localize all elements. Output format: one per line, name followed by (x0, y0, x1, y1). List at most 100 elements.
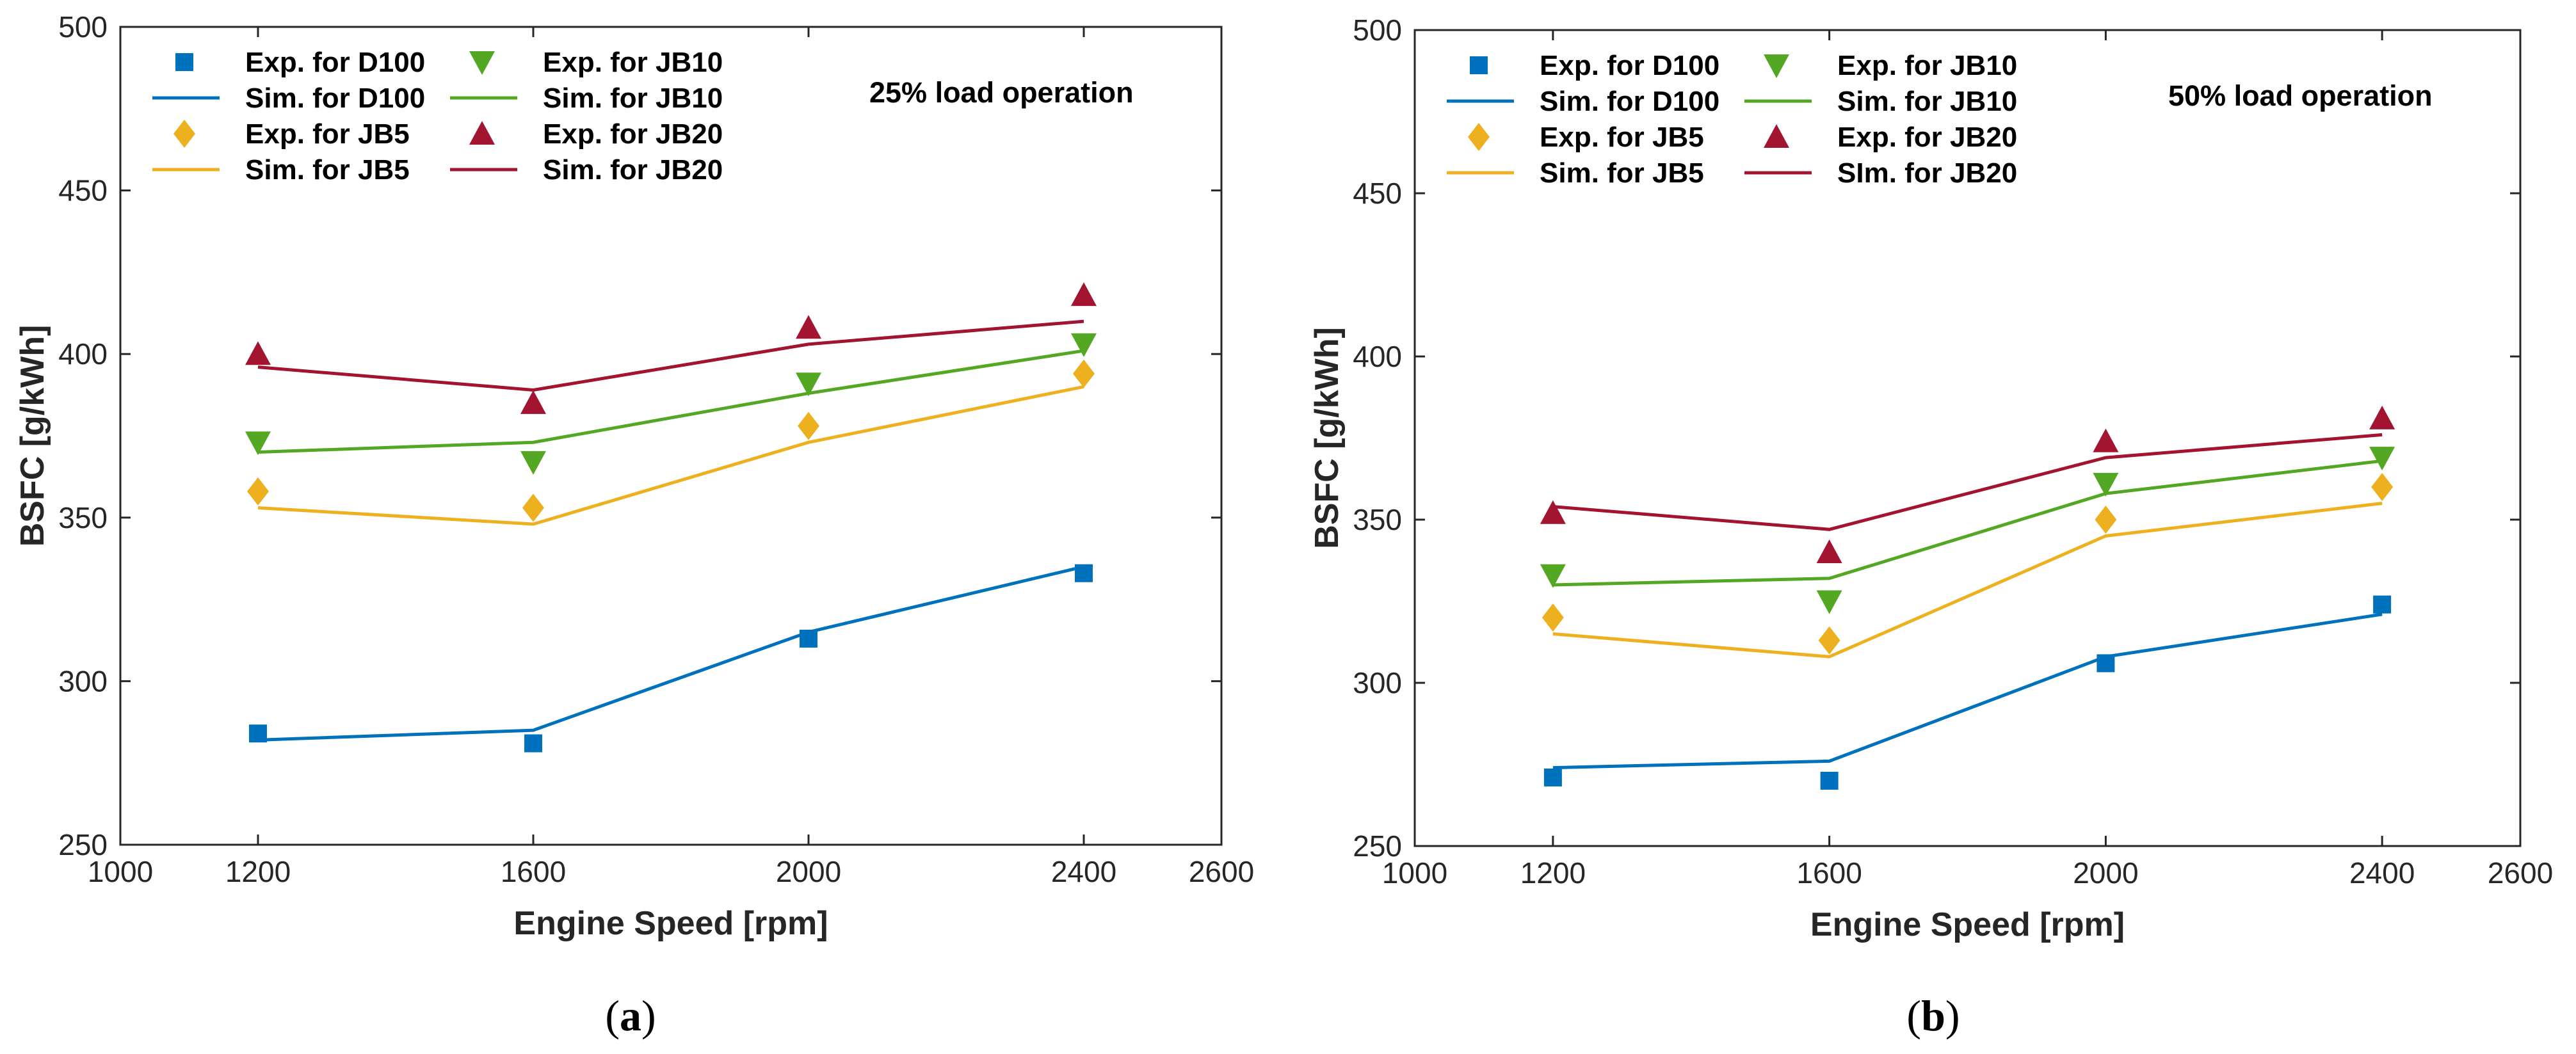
data-point (2095, 506, 2117, 534)
legend-label: Sim. for JB5 (1540, 157, 1704, 189)
legend-marker (175, 53, 193, 71)
y-tick-label: 450 (1353, 177, 1402, 210)
x-tick-label: 2600 (2488, 856, 2553, 890)
legend-entry: Sim. for D100 (1447, 86, 1719, 117)
legend-entry: Exp. for JB20 (1764, 122, 2017, 153)
legend-entry: Exp. for JB5 (173, 118, 410, 150)
data-point (245, 431, 271, 456)
y-tick-label: 250 (1353, 829, 1402, 863)
plot-area (119, 26, 1223, 846)
chart-panel-a: 1000 1200 1600 2000 2400 2600 250 300 350 400 450 5… (14, 10, 1254, 1040)
y-tick-label: 250 (58, 828, 108, 861)
data-point (2097, 654, 2115, 673)
data-point (796, 315, 821, 339)
data-point (1071, 333, 1097, 357)
x-tick-label: 1000 (88, 855, 153, 888)
y-tick-label: 400 (58, 337, 108, 371)
data-point (1542, 603, 1564, 632)
x-tick-label: 2000 (2073, 856, 2138, 890)
data-point (800, 629, 817, 648)
series-line-7 (257, 319, 1084, 392)
series-line-5 (257, 349, 1084, 454)
data-point (522, 493, 544, 522)
x-tick-label: 1600 (501, 855, 566, 888)
data-point (245, 341, 271, 365)
legend-marker (1764, 54, 1789, 78)
data-point (2369, 405, 2395, 429)
panel-caption: (a) (605, 991, 656, 1040)
series-line-5 (1552, 459, 2383, 587)
data-point (1075, 564, 1093, 582)
data-point (520, 451, 546, 475)
legend-label: Exp. for JB5 (1540, 122, 1704, 153)
x-tick-label: 2000 (776, 855, 841, 888)
chart-panel-b: 1000 1200 1600 2000 2400 2600 250 300 350 400 450 5… (1308, 13, 2553, 1040)
legend-entry: Sim. for JB10 (1744, 86, 2017, 117)
legend-label: Exp. for D100 (245, 47, 425, 78)
y-tick-label: 300 (58, 664, 108, 698)
series-line-3 (257, 385, 1084, 526)
legend-label: Exp. for JB20 (543, 118, 723, 150)
panel-caption: (b) (1906, 991, 1960, 1040)
x-tick-label: 1200 (1520, 856, 1586, 890)
legend-label: Exp. for JB20 (1837, 122, 2017, 153)
legend-entry: Sim. for D100 (152, 83, 425, 114)
load-annotation: 50% load operation (2168, 79, 2433, 112)
y-tick-label: 350 (58, 501, 108, 534)
legend-marker (173, 120, 195, 148)
legend-label: Sim. for JB20 (543, 154, 723, 186)
legend-label: Exp. for JB10 (1837, 50, 2017, 81)
data-point (247, 477, 269, 506)
data-point (2093, 472, 2119, 497)
legend-label: Sim. for JB10 (543, 83, 723, 114)
y-tick-label: 350 (1353, 503, 1402, 536)
x-axis-label: Engine Speed [rpm] (513, 905, 828, 942)
legend-entry: Sim. for JB20 (450, 154, 723, 186)
series-line-7 (1552, 433, 2383, 531)
data-point (520, 390, 546, 414)
data-point (1071, 282, 1097, 307)
legend-entry: Sim. for JB5 (1447, 157, 1704, 189)
series-line-1 (1552, 612, 2383, 770)
legend-marker (1468, 123, 1490, 151)
legend-label: Exp. for JB10 (543, 47, 723, 78)
series-line-3 (1552, 502, 2383, 659)
legend-label: Sim. for JB5 (245, 154, 410, 186)
x-tick-label: 2400 (2349, 856, 2415, 890)
data-point (1540, 564, 1566, 588)
legend-label: Sim. for JB10 (1837, 86, 2017, 117)
legend-label: SIm. for JB20 (1837, 157, 2017, 189)
legend-label: Sim. for D100 (245, 83, 425, 114)
legend-marker (469, 51, 495, 75)
legend-entry: Exp. for D100 (1470, 50, 1719, 81)
data-point (2369, 447, 2395, 471)
y-tick-label: 400 (1353, 340, 1402, 373)
x-tick-label: 2600 (1189, 855, 1254, 888)
x-tick-label: 1200 (225, 855, 291, 888)
x-tick-label: 2400 (1051, 855, 1116, 888)
data-point (1816, 590, 1842, 614)
data-point (1540, 500, 1566, 524)
series-line-1 (257, 565, 1084, 742)
legend-entry: Exp. for JB10 (469, 47, 723, 78)
legend-entry: Exp. for JB10 (1764, 50, 2017, 81)
legend-marker (1764, 124, 1789, 148)
data-point (796, 372, 821, 397)
load-annotation: 25% load operation (869, 76, 1134, 109)
data-point (1073, 359, 1095, 388)
data-point (1816, 539, 1842, 563)
legend-label: Exp. for D100 (1540, 50, 1719, 81)
legend-marker (469, 121, 495, 145)
data-point (249, 724, 267, 743)
legend-entry: Exp. for JB5 (1468, 122, 1704, 153)
data-point (1818, 626, 1840, 655)
legend-entry: Sim. for JB5 (152, 154, 410, 186)
legend-label: Sim. for D100 (1540, 86, 1719, 117)
data-point (798, 411, 819, 440)
x-tick-label: 1600 (1796, 856, 1862, 890)
x-tick-label: 1000 (1382, 856, 1447, 890)
y-axis-label: BSFC [g/kWh] (14, 325, 51, 547)
legend-entry: SIm. for JB20 (1744, 157, 2017, 189)
y-tick-label: 500 (1353, 13, 1402, 47)
y-axis-label: BSFC [g/kWh] (1308, 327, 1346, 549)
